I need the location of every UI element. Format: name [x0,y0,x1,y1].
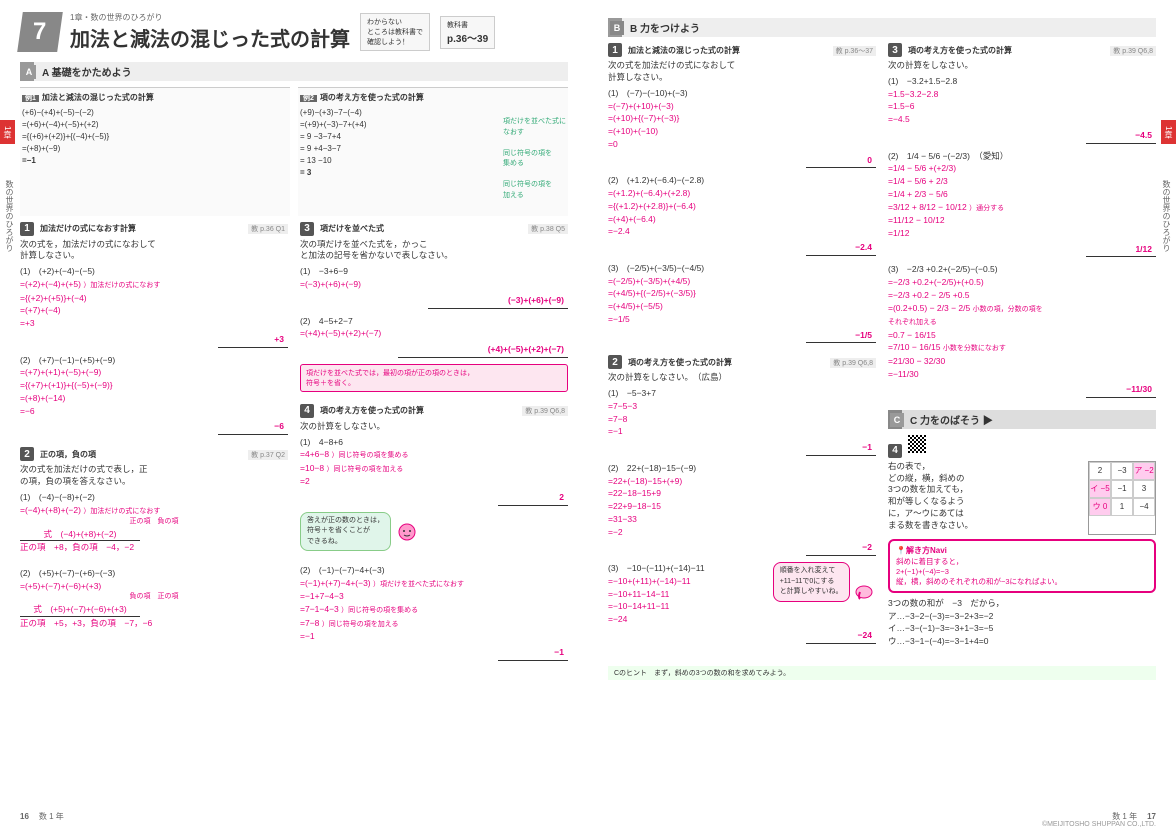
section-c-bar: C C 力をのばそう ▶ [888,410,1156,429]
lesson-header: 7 1章・数の世界のひろがり 加法と減法の混じった式の計算 わからない ところは… [20,12,568,52]
answer-1-1: +3 [218,332,288,348]
section-b-badge: B [610,21,624,35]
chapter-label-left: 数の世界のひろがり [4,180,15,252]
chapter-label-right: 数の世界のひろがり [1161,180,1172,252]
ref-note: わからない ところは教科書で 確認しよう！ [367,17,423,47]
textbook-pages: 教科書 p.36〜39 [440,16,495,49]
copyright: ©MEIJITOSHO SHUPPAN CO.,LTD. [1042,821,1156,828]
pin-icon: 📍 [896,546,906,555]
speech-bubble: 答えが正の数のときは， 符号＋を省くことが できるね。 [300,512,391,552]
problem-b2: 2項の考え方を使った式の計算教 p.39 Q6,8 次の計算をしなさい。 （広島… [608,355,876,643]
left-page: 1章 数の世界のひろがり 7 1章・数の世界のひろがり 加法と減法の混じった式の… [0,0,588,830]
problem-b1: 1加法と減法の混じった式の計算教 p.36〜37 次の式を加法だけの式になおして… [608,43,876,343]
problem-c4: 4 右の表で， どの縦，横，斜めの 3つの数を加えても， 和が等しくなるよう に… [888,435,1156,648]
page-range: p.36〜39 [447,34,488,45]
section-b-bar: B B 力をつけよう [608,18,1156,37]
elephant-mascot-icon [852,579,876,603]
example-2: 例2項の考え方を使った式の計算 (+9)−(+3)−7−(−4) =(+9)+(… [298,87,568,216]
problem-2: 2正の項，負の項教 p.37 Q2 次の式を加法だけの式で表し，正 の項，負の項… [20,447,288,629]
problem-3: 3項だけを並べた式教 p.38 Q5 次の項だけを並べた式を，かっこ と加法の記… [300,222,568,392]
right-page: 1章 数の世界のひろがり B B 力をつけよう 1加法と減法の混じった式の計算教… [588,0,1176,830]
textbook-icon: 教科書 [447,22,468,29]
magic-square-grid: 2−3ア −2 イ −5−13 ウ 01−4 [1088,461,1156,535]
chapter-subtitle: 1章・数の世界のひろがり [70,12,350,23]
qr-code-icon[interactable] [908,435,926,453]
right-page-number: 17 [1147,812,1156,821]
c-hint-bar: Cのヒント まず，斜めの3つの数の和を求めてみよう。 [608,666,1156,680]
tip-box: 項だけを並べた式では，最初の項が正の項のときは， 符号＋を省く。 [300,364,568,392]
left-footer: 16 数 1 年 [20,811,64,822]
chapter-tab-left: 1章 [0,120,15,144]
lesson-number: 7 [17,12,63,52]
section-a-label: A 基礎をかためよう [42,64,132,79]
textbook-ref-box: わからない ところは教科書で 確認しよう！ [360,13,430,51]
example-1: 例1加法と減法の混じった式の計算 (+6)−(+4)+(−5)−(−2) =(+… [20,87,290,216]
examples-row: 例1加法と減法の混じった式の計算 (+6)−(+4)+(−5)−(−2) =(+… [20,87,568,216]
section-c-badge: C [890,413,904,427]
answer-1-2: −6 [218,419,288,435]
section-c-label: C 力をのばそう ▶ [910,412,993,427]
problem-b3: 3項の考え方を使った式の計算教 p.39 Q6,8 次の計算をしなさい。 (1)… [888,43,1156,398]
section-a-badge: A [22,65,36,79]
problem-4: 4項の考え方を使った式の計算教 p.39 Q6,8 次の計算をしなさい。 (1)… [300,404,568,661]
chapter-tab-right: 1章 [1161,120,1176,144]
grade-label: 数 1 年 [39,811,64,822]
lesson-title: 加法と減法の混じった式の計算 [70,23,350,52]
lion-mascot-icon [395,520,419,544]
section-b-label: B 力をつけよう [630,20,700,35]
problem-1: 1加法だけの式になおす計算教 p.36 Q1 次の式を，加法だけの式になおして … [20,222,288,436]
hint-bubble: 順番を入れ変えて +11−11で0にする と計算しやすいね。 [773,562,850,602]
left-page-number: 16 [20,812,29,821]
section-a-bar: A A 基礎をかためよう [20,62,568,81]
navi-box: 📍解き方Navi 斜めに着目すると， 2+(−1)+(−4)=−3 縦，横，斜め… [888,539,1156,593]
